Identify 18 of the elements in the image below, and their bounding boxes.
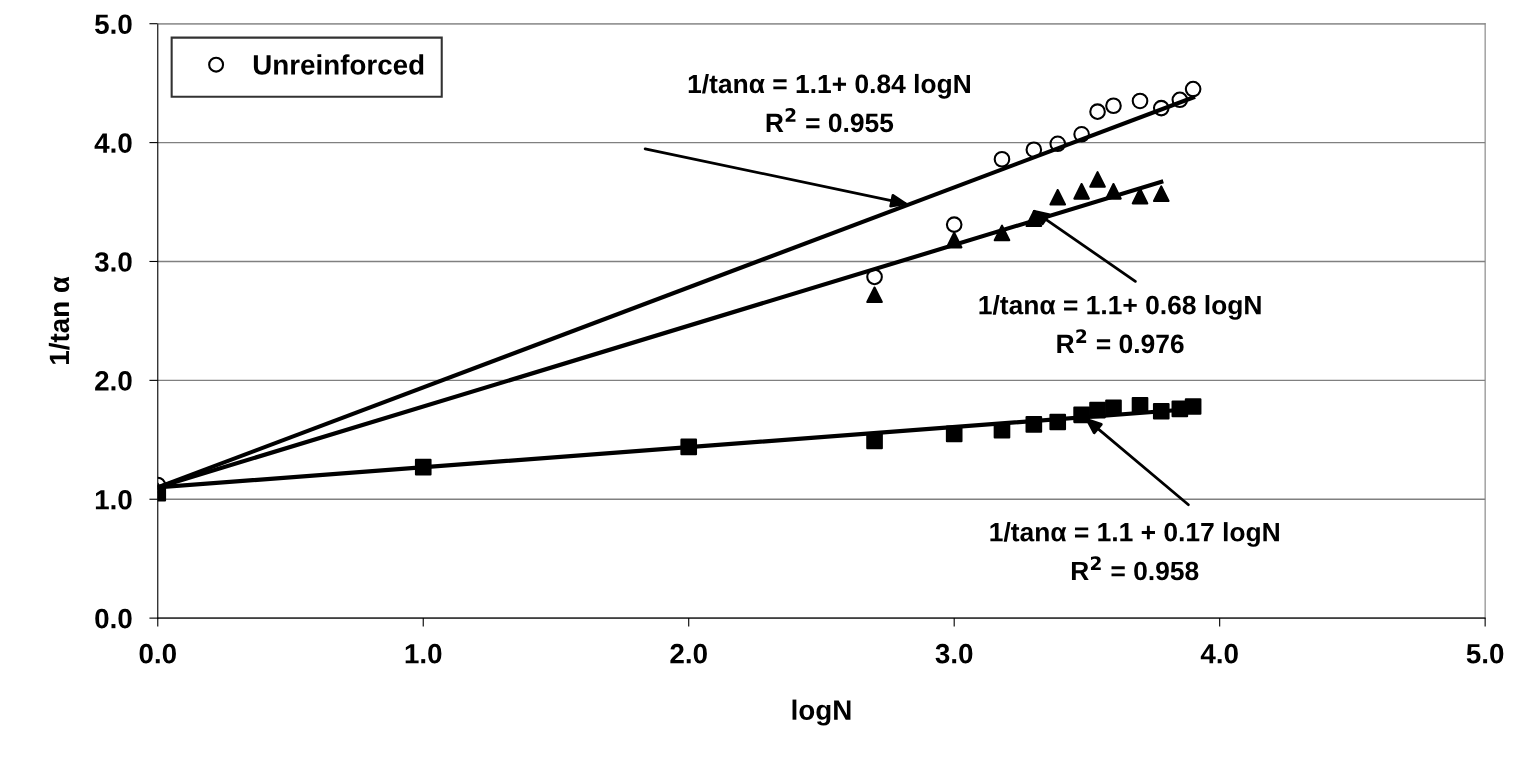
y-tick-label: 0.0 <box>95 608 132 629</box>
y-axis-title: 1/tan α <box>48 276 70 364</box>
x-tick-label: 0.0 <box>139 643 176 664</box>
y-tick-label: 4.0 <box>94 133 132 153</box>
x-tick-label: 4.0 <box>1200 643 1238 664</box>
annotation: 1/tanα = 1.1+ 0.84 logN R$^{2}$ = 0.955 <box>688 73 970 133</box>
x-tick-label: 5.0 <box>1466 643 1504 664</box>
x-tick-label: 1.0 <box>405 643 442 664</box>
y-tick-label: 3.0 <box>94 252 132 272</box>
x-tick-label: 3.0 <box>935 643 973 664</box>
y-tick-label: 1.0 <box>95 489 132 510</box>
y-tick-label: 2.0 <box>95 371 132 391</box>
x-tick-label: 2.0 <box>670 643 707 664</box>
annotation: 1/tanα = 1.1 + 0.17 logN R$^{2}$ = 0.958 <box>990 522 1279 581</box>
x-axis-title: logN <box>792 699 851 726</box>
annotation: 1/tanα = 1.1+ 0.68 logN R$^{2}$ = 0.976 <box>979 295 1261 354</box>
legend-label: Unreinforced <box>253 54 424 75</box>
y-tick-label: 5.0 <box>95 14 132 35</box>
